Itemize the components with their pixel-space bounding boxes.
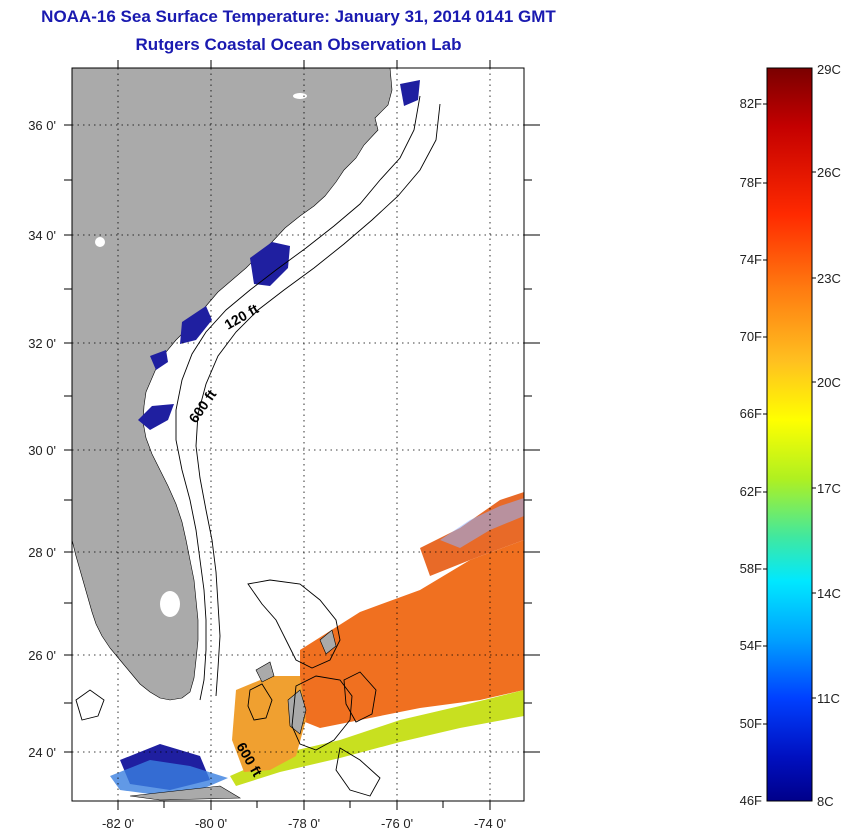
colorbar-ticks: [763, 103, 816, 725]
lat-label: 36 0': [28, 118, 56, 133]
lake: [293, 93, 307, 99]
lake: [95, 237, 105, 247]
colorbar-label-f: 46F: [740, 793, 762, 808]
page-title: NOAA-16 Sea Surface Temperature: January…: [41, 7, 556, 26]
sst-mid-band: [230, 690, 524, 786]
land-us-florida: [72, 68, 393, 701]
page-subtitle: Rutgers Coastal Ocean Observation Lab: [135, 35, 462, 54]
map-frame: [71, 67, 525, 802]
lat-labels: 36 0' 34 0' 32 0' 30 0' 28 0' 26 0' 24 0…: [28, 118, 56, 760]
contour-label-deep: 600 ft: [185, 386, 219, 425]
sst-bahamas-west: [232, 676, 306, 772]
colorbar-label-c: 26C: [817, 165, 841, 180]
lon-label: -74 0': [474, 816, 506, 831]
contour-label-shallow: 120 ft: [222, 300, 262, 332]
colorbar-label-c: 8C: [817, 794, 834, 809]
colorbar-label-c: 20C: [817, 375, 841, 390]
lat-label: 26 0': [28, 648, 56, 663]
bahamas-islands: [129, 629, 337, 801]
lon-label: -80 0': [195, 816, 227, 831]
colorbar-label-c: 17C: [817, 481, 841, 496]
colorbar-c-labels: 29C 26C 23C 20C 17C 14C 11C 8C: [817, 62, 841, 809]
colorbar: [766, 67, 813, 802]
lon-label: -76 0': [381, 816, 413, 831]
lat-label: 28 0': [28, 545, 56, 560]
colorbar-label-f: 50F: [740, 716, 762, 731]
colorbar-label-f: 74F: [740, 252, 762, 267]
colorbar-label-c: 11C: [817, 691, 840, 706]
colorbar-label-f: 62F: [740, 484, 762, 499]
lat-label: 32 0': [28, 336, 56, 351]
colorbar-label-c: 29C: [817, 62, 841, 77]
sst-cloud-speckle: [440, 498, 524, 548]
lake-okeechobee: [160, 591, 180, 617]
lat-label: 24 0': [28, 745, 56, 760]
colorbar-label-f: 54F: [740, 638, 762, 653]
colorbar-label-c: 14C: [817, 586, 841, 601]
colorbar-f-labels: 82F 78F 74F 70F 66F 62F 58F 54F 50F 46F: [740, 96, 762, 808]
lon-label: -78 0': [288, 816, 320, 831]
colorbar-label-f: 70F: [740, 329, 762, 344]
colorbar-label-f: 66F: [740, 406, 762, 421]
lat-label: 34 0': [28, 228, 56, 243]
graticule: [72, 68, 524, 801]
colorbar-label-f: 58F: [740, 561, 762, 576]
map-area: 120 ft 600 ft 600 ft: [72, 68, 524, 801]
bathymetry-contours: [75, 95, 441, 797]
axis-ticks: [64, 60, 540, 810]
lon-labels: -82 0' -80 0' -78 0' -76 0' -74 0': [102, 816, 506, 831]
sst-warm-swath: [300, 540, 524, 728]
colorbar-label-c: 23C: [817, 271, 841, 286]
colorbar-label-f: 78F: [740, 175, 762, 190]
sst-southwest-cool: [110, 760, 228, 794]
lat-label: 30 0': [28, 443, 56, 458]
lon-label: -82 0': [102, 816, 134, 831]
colorbar-label-f: 82F: [740, 96, 762, 111]
